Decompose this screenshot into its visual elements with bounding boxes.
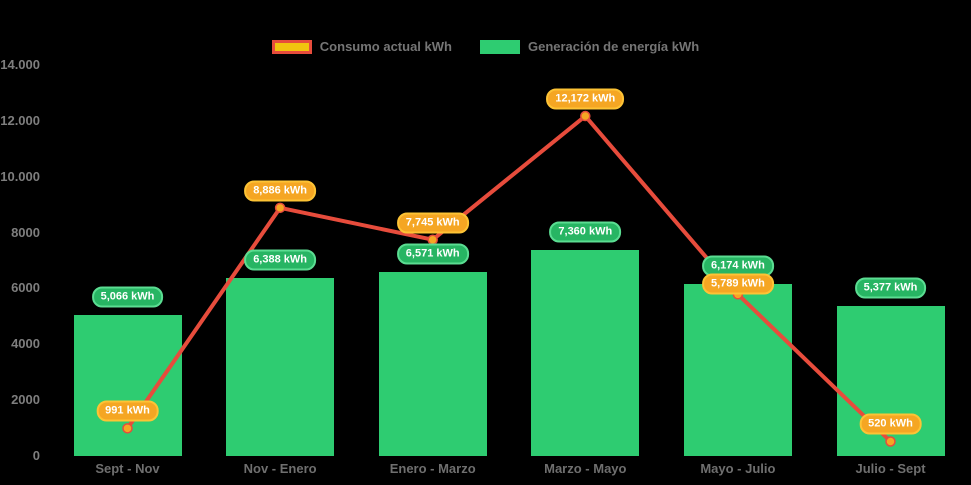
bar-value-label: 5,066 kWh [91,286,164,307]
y-axis-tick-label: 2000 [11,392,40,408]
y-axis-tick-label: 10.000 [0,168,40,184]
x-axis-category-label: Sept - Nov [95,461,160,476]
legend-item-generacion-energia[interactable]: Generación de energía kWh [479,39,700,54]
legend-item-consumo-actual[interactable]: Consumo actual kWh [271,39,452,54]
bar-value-label: 6,388 kWh [244,249,316,271]
y-axis-tick-label: 8000 [11,224,40,240]
bar-generacion-energia[interactable] [531,250,640,456]
x-axis-category-label: Julio - Sept [855,461,926,476]
x-axis-category-label: Mayo - Julio [700,461,776,476]
consumo-point-marker[interactable] [580,110,591,122]
line-value-label: 12,172 kWh [546,88,625,110]
bar-value-label: 6,174 kWh [701,255,774,277]
bar-value-label: 5,377 kWh [854,277,927,299]
x-axis-category-label: Nov - Enero [243,461,317,476]
consumo-point-marker[interactable] [122,423,133,434]
line-value-label: 5,789 kWh [701,273,774,295]
consumo-point-marker[interactable] [274,202,286,214]
chart-legend: Consumo actual kWh Generación de energía… [0,39,971,54]
y-axis-tick-label: 0 [32,448,40,463]
consumo-line [125,114,893,444]
y-axis-tick-label: 6000 [11,280,40,296]
line-value-label: 991 kWh [96,400,159,422]
legend-swatch-consumo-icon [271,39,312,54]
line-value-label: 520 kWh [859,413,922,435]
bar-generacion-energia[interactable] [226,277,335,456]
bar-value-label: 7,360 kWh [549,221,622,243]
y-axis-tick-label: 14.000 [0,57,40,72]
consumo-point-marker[interactable] [427,234,438,245]
x-axis-category-label: Enero - Marzo [389,461,476,476]
line-value-label: 8,886 kWh [244,180,316,202]
legend-swatch-generacion-icon [479,39,520,54]
bar-generacion-energia[interactable] [683,283,792,456]
legend-label-generacion: Generación de energía kWh [527,39,700,54]
bar-value-label: 6,571 kWh [396,243,469,265]
bar-generacion-energia[interactable] [378,272,487,456]
consumo-point-marker[interactable] [885,436,896,447]
legend-label-consumo: Consumo actual kWh [319,39,452,54]
y-axis-tick-label: 4000 [11,336,40,352]
x-axis-category-label: Marzo - Mayo [544,461,627,476]
y-axis-tick-label: 12.000 [0,112,40,128]
line-value-label: 7,745 kWh [396,212,469,234]
